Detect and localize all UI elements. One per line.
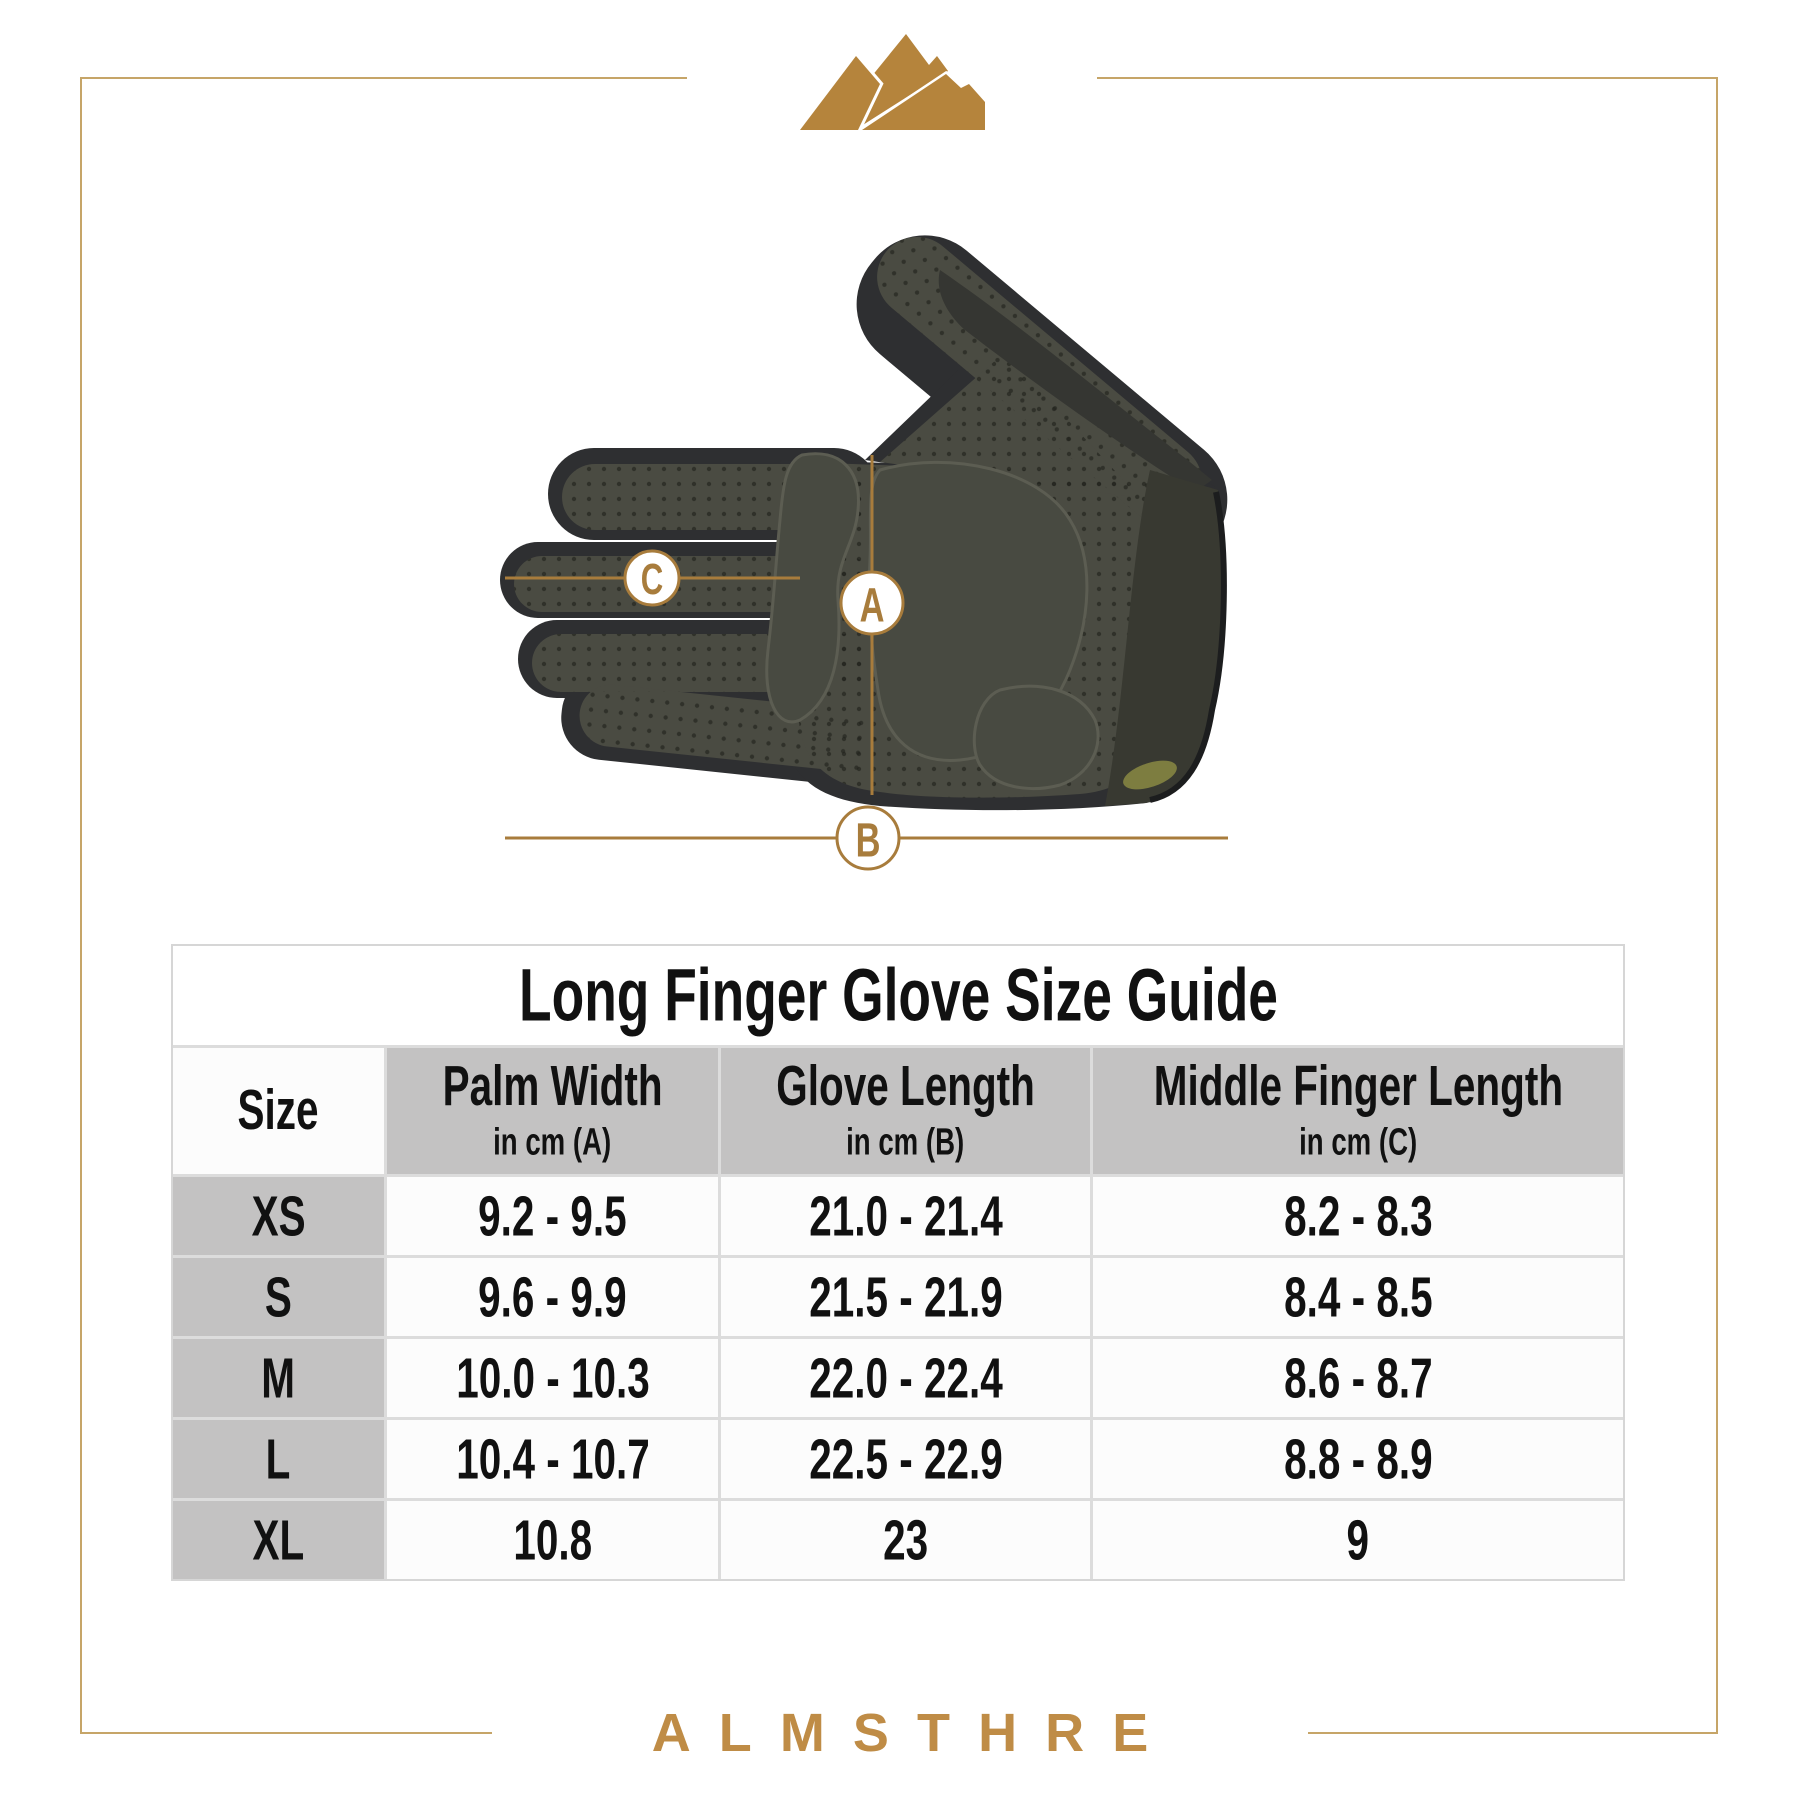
column-header-glove-length-label: Glove Length	[776, 1055, 1035, 1118]
glove-cuff	[1105, 470, 1226, 806]
marker-c-label: C	[641, 556, 664, 604]
cell-finger-length: 8.4 - 8.5	[1093, 1258, 1623, 1336]
cell-glove-length: 23	[721, 1501, 1090, 1579]
size-value: S	[264, 1265, 293, 1329]
cell-size: XS	[173, 1177, 384, 1255]
frame-top-left	[80, 77, 687, 79]
cell-palm-width: 9.2 - 9.5	[387, 1177, 718, 1255]
column-header-size: Size	[173, 1048, 384, 1174]
cell-palm-width: 10.4 - 10.7	[387, 1420, 718, 1498]
glove-length-value: 23	[882, 1508, 929, 1572]
glove-length-value: 22.0 - 22.4	[808, 1346, 1003, 1410]
palm-padding	[765, 452, 1100, 791]
frame-bottom-left	[80, 1732, 492, 1734]
cell-finger-length: 8.2 - 8.3	[1093, 1177, 1623, 1255]
column-header-size-label: Size	[237, 1079, 319, 1142]
mountain-logo-icon	[798, 34, 988, 130]
cell-finger-length: 8.8 - 8.9	[1093, 1420, 1623, 1498]
palm-width-value: 10.8	[513, 1508, 592, 1572]
glove-length-value: 22.5 - 22.9	[808, 1427, 1003, 1491]
cuff-binding	[1149, 491, 1227, 803]
finger-length-value: 8.6 - 8.7	[1283, 1346, 1433, 1410]
cell-glove-length: 22.5 - 22.9	[721, 1420, 1090, 1498]
frame-left	[80, 77, 82, 1734]
column-header-finger-length-sub: in cm (C)	[1298, 1121, 1418, 1164]
marker-b-label: B	[856, 813, 881, 867]
cuff-label-glimpse	[1123, 760, 1177, 790]
thumb-knit-band	[938, 270, 1212, 492]
frame-top-right	[1097, 77, 1718, 79]
cell-glove-length: 21.0 - 21.4	[721, 1177, 1090, 1255]
column-header-glove-length-sub: in cm (B)	[846, 1121, 965, 1164]
column-header-finger-length-label: Middle Finger Length	[1153, 1055, 1563, 1118]
marker-b: B	[835, 805, 901, 871]
column-header-palm-width-label: Palm Width	[442, 1055, 663, 1118]
cell-palm-width: 9.6 - 9.9	[387, 1258, 718, 1336]
cell-size: L	[173, 1420, 384, 1498]
frame-right	[1716, 77, 1718, 1734]
marker-a: A	[839, 570, 905, 636]
palm-width-value: 10.0 - 10.3	[455, 1346, 650, 1410]
finger-length-value: 8.2 - 8.3	[1283, 1184, 1433, 1248]
palm-width-value: 9.2 - 9.5	[478, 1184, 627, 1248]
size-value: L	[266, 1427, 291, 1491]
size-guide-table: Long Finger Glove Size Guide Size Palm W…	[171, 944, 1625, 1581]
finger-length-value: 8.4 - 8.5	[1283, 1265, 1433, 1329]
cell-palm-width: 10.8	[387, 1501, 718, 1579]
frame-bottom-right	[1308, 1732, 1718, 1734]
table-title: Long Finger Glove Size Guide	[518, 953, 1278, 1038]
column-header-palm-width-sub: in cm (A)	[493, 1121, 612, 1164]
finger-length-value: 9	[1346, 1508, 1370, 1572]
brand-wordmark: ALMSTHRE	[651, 1703, 1177, 1763]
marker-a-label: A	[860, 578, 885, 632]
glove-length-value: 21.5 - 21.9	[808, 1265, 1003, 1329]
size-value: M	[261, 1346, 296, 1410]
cell-glove-length: 22.0 - 22.4	[721, 1339, 1090, 1417]
column-header-finger-length: Middle Finger Length in cm (C)	[1093, 1048, 1623, 1174]
glove-photo: C A B	[500, 220, 1228, 871]
cell-glove-length: 21.5 - 21.9	[721, 1258, 1090, 1336]
palm-width-value: 9.6 - 9.9	[478, 1265, 627, 1329]
column-header-palm-width: Palm Width in cm (A)	[387, 1048, 718, 1174]
finger-length-value: 8.8 - 8.9	[1283, 1427, 1433, 1491]
marker-c: C	[623, 549, 681, 607]
cell-size: S	[173, 1258, 384, 1336]
column-header-glove-length: Glove Length in cm (B)	[721, 1048, 1090, 1174]
size-value: XS	[251, 1184, 306, 1248]
palm-width-value: 10.4 - 10.7	[455, 1427, 650, 1491]
glove-length-value: 21.0 - 21.4	[808, 1184, 1003, 1248]
cell-finger-length: 9	[1093, 1501, 1623, 1579]
cell-palm-width: 10.0 - 10.3	[387, 1339, 718, 1417]
cell-finger-length: 8.6 - 8.7	[1093, 1339, 1623, 1417]
cell-size: M	[173, 1339, 384, 1417]
size-value: XL	[252, 1508, 305, 1572]
table-title-cell: Long Finger Glove Size Guide	[173, 946, 1623, 1045]
cell-size: XL	[173, 1501, 384, 1579]
